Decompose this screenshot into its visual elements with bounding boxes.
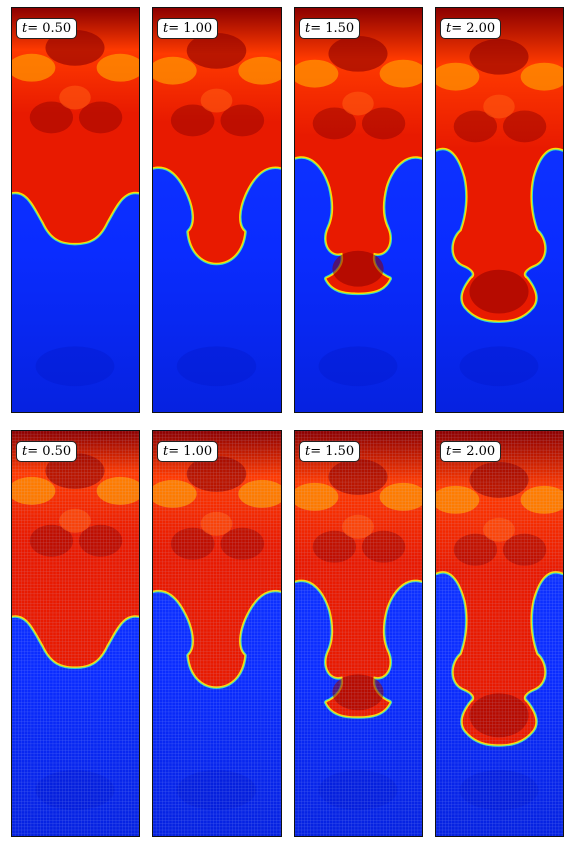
density-field <box>436 8 563 412</box>
time-label: t= 1.50 <box>299 441 361 462</box>
mesh-panel-3: t= 1.50 <box>294 430 423 837</box>
time-label: t= 0.50 <box>16 18 78 39</box>
time-symbol: t <box>305 21 311 36</box>
time-label: t= 1.00 <box>157 441 219 462</box>
density-field-with-mesh <box>295 431 422 836</box>
solution-panel-1: t= 0.50 <box>11 7 140 413</box>
time-symbol: t <box>446 21 452 36</box>
time-symbol: t <box>446 444 452 459</box>
time-label: t= 0.50 <box>16 441 78 462</box>
density-field <box>12 8 139 412</box>
time-symbol: t <box>163 21 169 36</box>
time-label: t= 1.00 <box>157 18 219 39</box>
time-symbol: t <box>163 444 169 459</box>
solution-panel-3: t= 1.50 <box>294 7 423 413</box>
density-field-with-mesh <box>12 431 139 836</box>
time-value: = 0.50 <box>27 444 72 459</box>
density-field <box>295 8 422 412</box>
time-value: = 0.50 <box>27 21 72 36</box>
time-value: = 1.50 <box>310 21 355 36</box>
mesh-panel-4: t= 2.00 <box>435 430 564 837</box>
time-label: t= 2.00 <box>440 18 502 39</box>
time-value: = 2.00 <box>451 21 496 36</box>
time-label: t= 1.50 <box>299 18 361 39</box>
density-field-with-mesh <box>153 431 281 836</box>
time-label: t= 2.00 <box>440 441 502 462</box>
time-symbol: t <box>305 444 311 459</box>
time-value: = 1.00 <box>168 444 213 459</box>
time-value: = 1.50 <box>310 444 355 459</box>
mesh-panel-1: t= 0.50 <box>11 430 140 837</box>
time-value: = 2.00 <box>451 444 496 459</box>
solution-panel-4: t= 2.00 <box>435 7 564 413</box>
time-value: = 1.00 <box>168 21 213 36</box>
mesh-panel-2: t= 1.00 <box>152 430 282 837</box>
density-field-with-mesh <box>436 431 563 836</box>
time-symbol: t <box>22 21 28 36</box>
time-symbol: t <box>22 444 28 459</box>
solution-panel-2: t= 1.00 <box>152 7 282 413</box>
density-field <box>153 8 281 412</box>
